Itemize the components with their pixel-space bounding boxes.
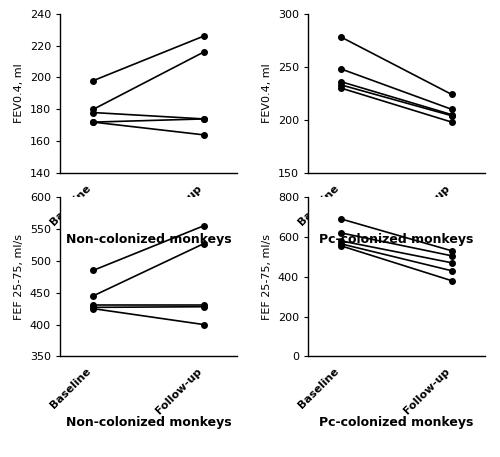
Text: Non-colonized monkeys: Non-colonized monkeys bbox=[66, 416, 232, 429]
Text: Non-colonized monkeys: Non-colonized monkeys bbox=[66, 233, 232, 245]
Y-axis label: FEF 25-75, ml/s: FEF 25-75, ml/s bbox=[14, 234, 24, 320]
Y-axis label: FEV0.4, ml: FEV0.4, ml bbox=[14, 64, 24, 123]
Text: Pc-colonized monkeys: Pc-colonized monkeys bbox=[320, 416, 474, 429]
Text: Pc-colonized monkeys: Pc-colonized monkeys bbox=[320, 233, 474, 245]
Y-axis label: FEF 25-75, ml/s: FEF 25-75, ml/s bbox=[262, 234, 272, 320]
Y-axis label: FEV0.4, ml: FEV0.4, ml bbox=[262, 64, 272, 123]
